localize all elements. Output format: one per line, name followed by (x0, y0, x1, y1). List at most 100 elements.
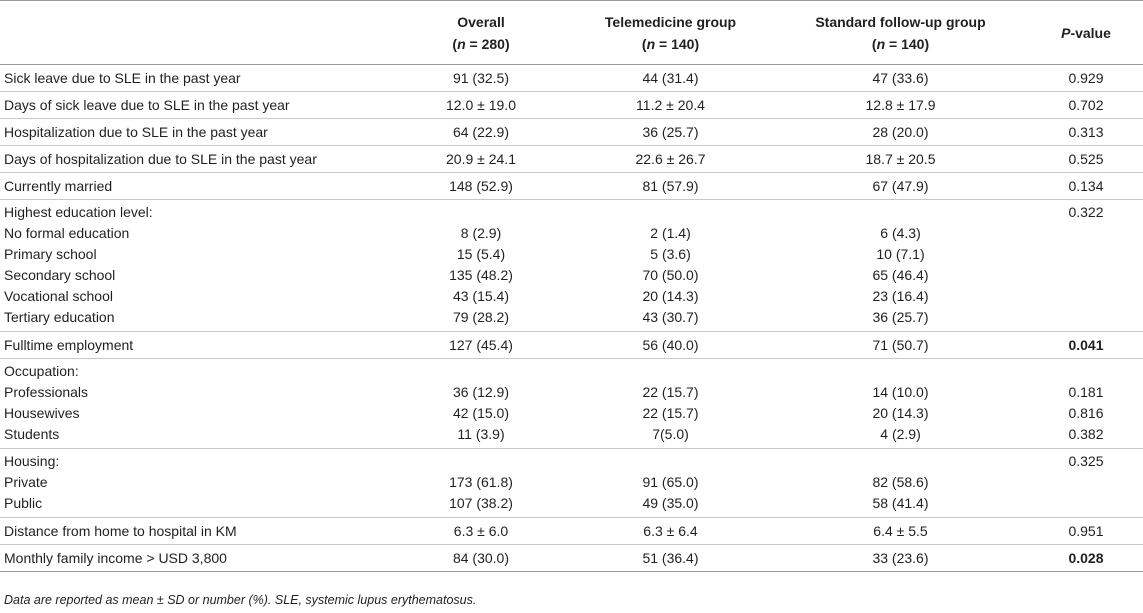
header-standard-n-value: = 140) (885, 35, 930, 52)
cell-standard: 65 (46.4) (872, 267, 929, 283)
education-item-label: No formal education (4, 225, 130, 241)
table-row-employment: Fulltime employment 127 (45.4) 56 (40.0)… (0, 331, 1143, 359)
cell-overall: 91 (32.5) (393, 64, 569, 92)
cell-standard: 82 (58.6) (872, 474, 929, 490)
occupation-standard: 14 (10.0) 20 (14.3) 4 (2.9) (772, 358, 1029, 449)
cell-telemedicine: 2 (1.4) (650, 225, 691, 241)
header-telemedicine-title: Telemedicine group (604, 13, 737, 30)
cell-standard: 71 (50.7) (772, 331, 1029, 359)
cell-telemedicine: 5 (3.6) (650, 246, 691, 262)
header-standard-title: Standard follow-up group (815, 13, 986, 30)
cell-pvalue: 0.929 (1029, 64, 1143, 92)
table-row-distance: Distance from home to hospital in KM 6.3… (0, 517, 1143, 545)
cell-pvalue: 0.134 (1029, 172, 1143, 200)
cell-standard: 14 (10.0) (872, 384, 929, 400)
cell-overall: 64 (22.9) (393, 118, 569, 146)
row-label: Currently married (0, 172, 393, 200)
row-label: Days of sick leave due to SLE in the pas… (0, 91, 393, 119)
occupation-item-label: Professionals (4, 384, 89, 400)
cell-overall: 11 (3.9) (457, 426, 505, 442)
cell-telemedicine: 36 (25.7) (569, 118, 772, 146)
cell-overall: 84 (30.0) (393, 544, 569, 572)
cell-telemedicine: 91 (65.0) (642, 474, 699, 490)
cell-telemedicine: 56 (40.0) (569, 331, 772, 359)
cell-telemedicine: 49 (35.0) (642, 495, 699, 511)
table-body: Sick leave due to SLE in the past year 9… (0, 64, 1143, 572)
education-overall: 8 (2.9) 15 (5.4) 135 (48.2) 43 (15.4) 79… (393, 199, 569, 332)
table-row: Currently married 148 (52.9) 81 (57.9) 6… (0, 172, 1143, 200)
education-header: Highest education level: (4, 204, 153, 220)
header-overall: Overall (n = 280) (393, 0, 569, 65)
table-row-education: Highest education level: No formal educa… (0, 199, 1143, 332)
cell-telemedicine: 44 (31.4) (569, 64, 772, 92)
cell-standard: 36 (25.7) (872, 309, 929, 325)
cell-overall: 127 (45.4) (393, 331, 569, 359)
cell-overall: 15 (5.4) (456, 246, 506, 262)
education-standard: 6 (4.3) 10 (7.1) 65 (46.4) 23 (16.4) 36 … (772, 199, 1029, 332)
cell-telemedicine: 70 (50.0) (642, 267, 699, 283)
cell-standard: 4 (2.9) (880, 426, 921, 442)
cell-overall: 36 (12.9) (452, 384, 510, 400)
cell-overall: 173 (61.8) (449, 474, 513, 490)
table-row: Hospitalization due to SLE in the past y… (0, 118, 1143, 146)
header-telemedicine-n-value: = 140) (655, 35, 700, 52)
cell-overall: 20.9 ± 24.1 (393, 145, 569, 173)
cell-telemedicine: 6.3 ± 6.4 (569, 517, 772, 545)
occupation-header: Occupation: (4, 363, 79, 379)
header-telemedicine-n: (n = 140) (569, 33, 772, 55)
cell-standard: 6.4 ± 5.5 (772, 517, 1029, 545)
table-header: Overall (n = 280) Telemedicine group (n … (0, 0, 1143, 65)
cell-standard: 33 (23.6) (772, 544, 1029, 572)
cell-telemedicine: 22 (15.7) (642, 405, 699, 421)
cell-pvalue: 0.181 (1068, 384, 1104, 400)
cell-pvalue-significant: 0.041 (1029, 331, 1143, 359)
cell-telemedicine: 7(5.0) (652, 426, 689, 442)
occupation-pvalue: 0.181 0.816 0.382 (1029, 358, 1143, 449)
cell-pvalue: 0.951 (1029, 517, 1143, 545)
row-label: Sick leave due to SLE in the past year (0, 64, 393, 92)
table-row: Days of hospitalization due to SLE in th… (0, 145, 1143, 173)
table-footnote: Data are reported as mean ± SD or number… (4, 593, 477, 607)
cell-overall: 12.0 ± 19.0 (393, 91, 569, 119)
table-row: Sick leave due to SLE in the past year 9… (0, 64, 1143, 92)
housing-pvalue: 0.325 (1029, 448, 1143, 518)
cell-telemedicine: 22 (15.7) (642, 384, 699, 400)
header-telemedicine-n-open: ( (641, 35, 647, 52)
header-overall-n-value: = 280) (465, 35, 510, 52)
cell-overall: 148 (52.9) (393, 172, 569, 200)
cell-standard: 67 (47.9) (772, 172, 1029, 200)
header-empty (0, 0, 393, 65)
housing-header: Housing: (4, 453, 60, 469)
table-row-housing: Housing: Private Public 173 (61.8) 107 (… (0, 448, 1143, 518)
row-label: Hospitalization due to SLE in the past y… (0, 118, 393, 146)
occupation-labels: Occupation: Professionals Housewives Stu… (0, 358, 393, 449)
education-pvalue: 0.322 (1029, 199, 1143, 332)
cell-overall: 107 (38.2) (449, 495, 513, 511)
housing-labels: Housing: Private Public (0, 448, 393, 518)
cell-pvalue: 0.382 (1068, 426, 1104, 442)
header-standard-n-open: ( (871, 35, 877, 52)
education-telemedicine: 2 (1.4) 5 (3.6) 70 (50.0) 20 (14.3) 43 (… (569, 199, 772, 332)
housing-item-label: Private (4, 474, 48, 490)
housing-telemedicine: 91 (65.0) 49 (35.0) (569, 448, 772, 518)
cell-pvalue: 0.313 (1029, 118, 1143, 146)
housing-overall: 173 (61.8) 107 (38.2) (393, 448, 569, 518)
cell-standard: 10 (7.1) (876, 246, 925, 262)
cell-pvalue: 0.322 (1068, 204, 1104, 220)
cell-pvalue: 0.702 (1029, 91, 1143, 119)
occupation-overall: 36 (12.9) 42 (15.0) 11 (3.9) (393, 358, 569, 449)
header-overall-n-open: ( (452, 35, 458, 52)
cell-pvalue: 0.325 (1068, 453, 1104, 469)
cell-standard: 20 (14.3) (872, 405, 929, 421)
header-telemedicine: Telemedicine group (n = 140) (569, 0, 772, 65)
cell-overall: 135 (48.2) (449, 267, 513, 283)
cell-standard: 6 (4.3) (880, 225, 921, 241)
header-standard: Standard follow-up group (n = 140) (772, 0, 1029, 65)
cell-telemedicine: 81 (57.9) (569, 172, 772, 200)
cell-overall: 8 (2.9) (460, 225, 502, 241)
row-label: Distance from home to hospital in KM (0, 517, 393, 545)
cell-pvalue: 0.816 (1068, 405, 1104, 421)
header-standard-n: (n = 140) (772, 33, 1029, 55)
header-standard-n-var: n (876, 35, 886, 52)
